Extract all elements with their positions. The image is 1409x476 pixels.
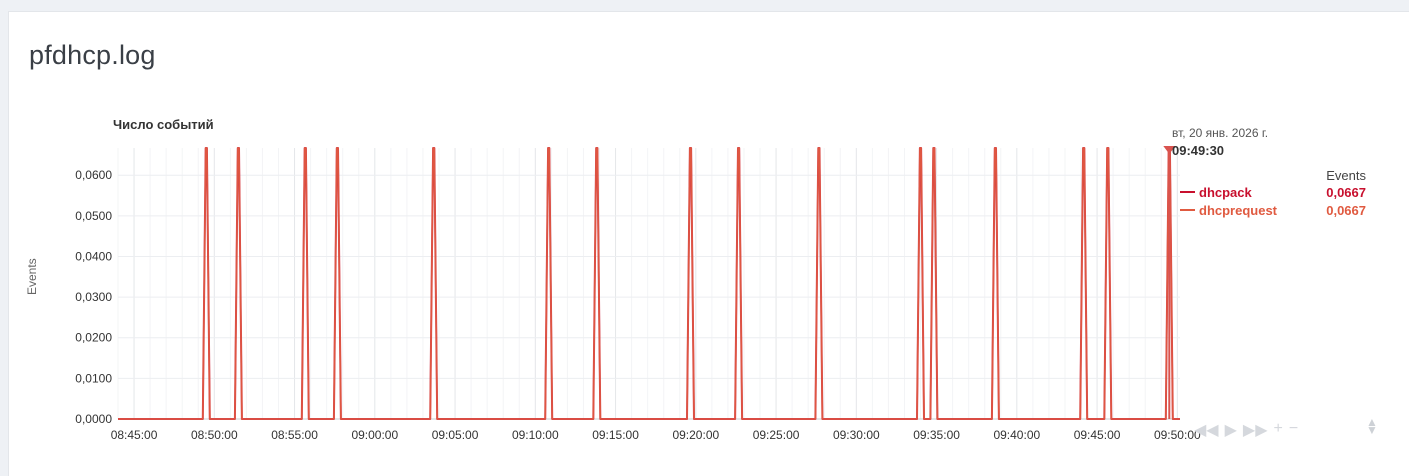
legend-column-header: Events [1326,168,1366,183]
play-icon[interactable]: ▶ [1224,422,1237,439]
legend-item-name: dhcpack [1199,184,1252,200]
y-tick-label: 0,0200 [75,331,112,345]
series-line-dhcprequest [118,147,1180,420]
series-lines [118,147,1180,420]
x-tick-label: 09:00:00 [351,428,398,442]
chart-legend: вт, 20 янв. 2026 г. 09:49:30 Events dhcp… [1172,126,1372,219]
x-tick-label: 09:10:00 [512,428,559,442]
x-tick-label: 09:20:00 [672,428,719,442]
x-tick-label: 09:50:00 [1154,428,1201,442]
rewind-icon[interactable]: ◀◀ [1194,422,1219,439]
x-tick-label: 09:40:00 [993,428,1040,442]
y-tick-labels: 0,0000 0,0100 0,0200 0,0300 0,0400 0,0500 0,06… [75,168,112,426]
y-tick-label: 0,0400 [75,249,112,263]
zoom-in-icon[interactable]: + [1273,420,1283,437]
panel-title: pfdhcp.log [29,40,156,70]
fast-forward-icon[interactable]: ▶▶ [1242,422,1268,439]
x-tick-label: 09:05:00 [432,428,479,442]
grid-lines [117,148,1180,420]
x-tick-label: 09:15:00 [592,428,639,442]
y-tick-label: 0,0100 [75,371,112,385]
y-tick-label: 0,0000 [75,412,112,426]
sort-icon[interactable]: ▲ ▼ [1366,415,1378,437]
x-tick-label: 09:45:00 [1074,428,1121,442]
chart-title: Число событий [113,117,214,132]
x-tick-label: 08:55:00 [271,428,318,442]
legend-item-dhcpack[interactable]: dhcpack 0,0667 [1172,183,1372,201]
legend-swatch [1180,209,1195,211]
legend-swatch [1180,191,1195,193]
legend-time: 09:49:30 [1172,143,1225,158]
y-tick-label: 0,0500 [75,209,112,223]
x-tick-label: 08:45:00 [111,428,158,442]
legend-item-dhcprequest[interactable]: dhcprequest 0,0667 [1172,201,1372,219]
legend-item-value: 0,0667 [1326,202,1366,218]
x-tick-labels: 08:45:00 08:50:00 08:55:00 09:00:00 09:05:00… [111,428,1201,442]
legend-item-name: dhcprequest [1199,202,1278,218]
cursor-marker [1163,146,1176,419]
x-tick-label: 09:25:00 [753,428,800,442]
y-tick-label: 0,0300 [75,290,112,304]
legend-item-value: 0,0667 [1326,184,1366,200]
zoom-out-icon[interactable]: − [1288,420,1299,437]
legend-date: вт, 20 янв. 2026 г. [1172,126,1269,140]
y-tick-label: 0,0600 [75,168,112,182]
x-tick-label: 09:35:00 [913,428,960,442]
x-tick-label: 09:30:00 [833,428,880,442]
x-tick-label: 08:50:00 [191,428,238,442]
playback-controls: ◀◀ ▶ ▶▶ + − [1194,420,1298,440]
cursor-handle [1163,146,1176,154]
